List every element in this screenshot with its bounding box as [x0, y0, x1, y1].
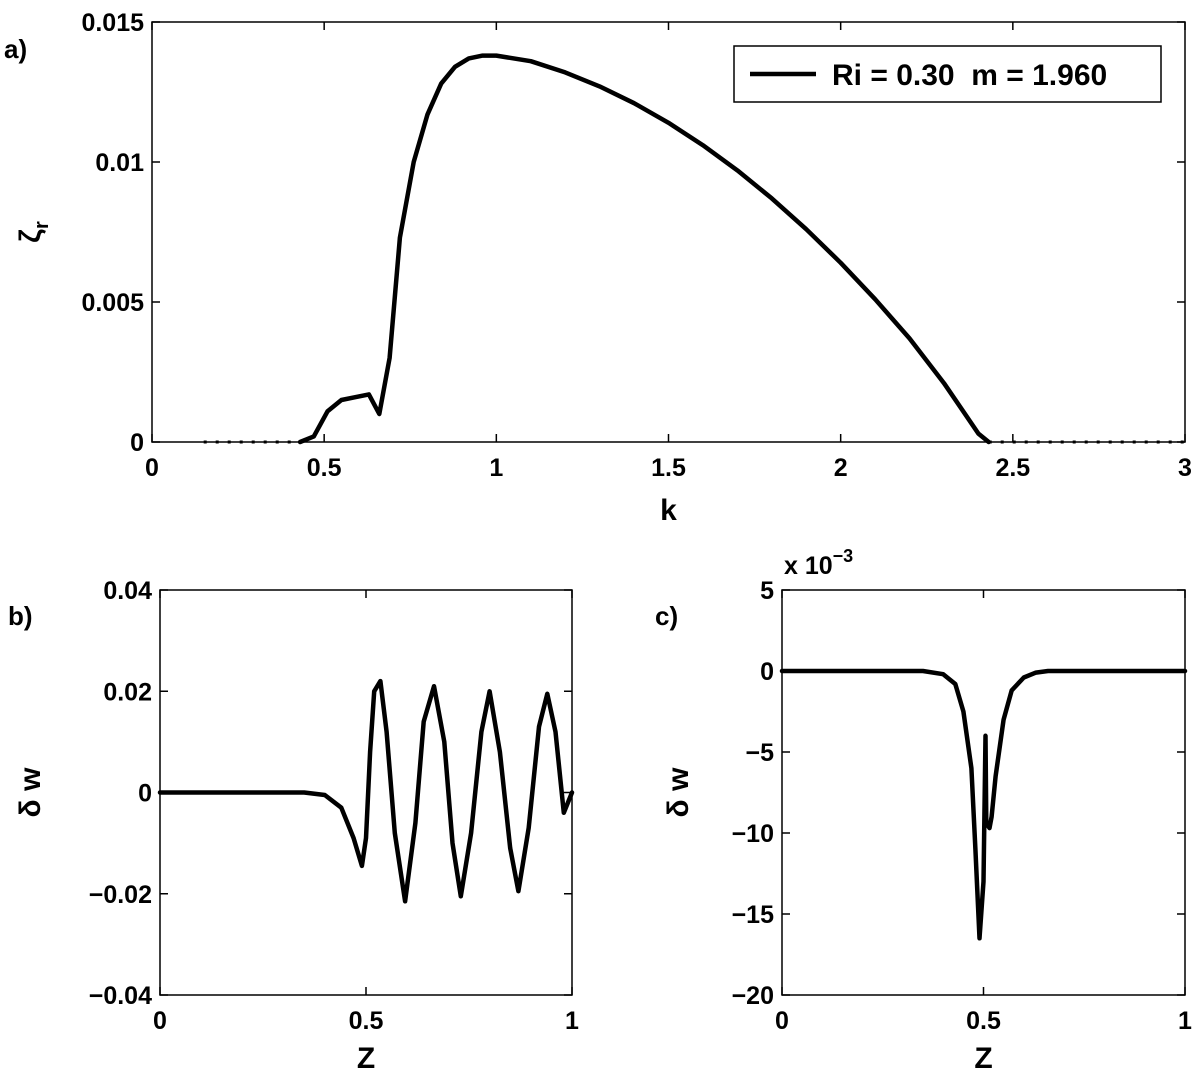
- axis-multiplier: x 10−3: [784, 546, 853, 580]
- y-tick-label: −0.02: [89, 881, 152, 909]
- series-line-c-0: [779, 668, 1188, 941]
- chart-c: 0 0.5 1 −20 −15 −10 −5 0 5 c) Zδ w x 10−3: [655, 546, 1192, 1075]
- panel-label-c: c): [655, 601, 678, 631]
- panel-label-a: a): [4, 34, 27, 64]
- axis-multiplier-base: x 10: [784, 552, 833, 580]
- axis-multiplier-exponent: −3: [833, 546, 854, 566]
- y-tick-label: 0: [138, 780, 152, 808]
- x-tick-label: 0.5: [349, 1007, 384, 1035]
- y-tick-label: 0: [130, 429, 144, 457]
- y-tick-label: 0.015: [81, 9, 144, 37]
- x-tick-label: 0: [145, 454, 159, 482]
- chart-b: 0 0.5 1 −0.04 −0.02 0 0.02 0.04 b) Zδ w: [8, 577, 579, 1075]
- y-axis-label-b: δ w: [14, 767, 47, 818]
- y-tick-label: 0: [760, 658, 774, 686]
- y-tick-label: 5: [760, 577, 774, 605]
- legend-label: Ri = 0.30 m = 1.960: [832, 59, 1107, 92]
- y-tick-label: 0.02: [103, 678, 152, 706]
- x-tick-label: 0.5: [966, 1007, 1001, 1035]
- y-tick-label: 0.04: [103, 577, 152, 605]
- y-tick-label: −5: [745, 739, 774, 767]
- y-axis-label-main: δ w: [14, 767, 47, 818]
- x-axis-label-a: k: [660, 494, 677, 527]
- y-tick-label: 0.005: [81, 289, 144, 317]
- x-tick-label: 0.5: [307, 454, 342, 482]
- y-tick-label: −15: [732, 901, 775, 929]
- y-tick-label: −10: [732, 820, 774, 848]
- x-axis-label-b: Z: [357, 1042, 375, 1075]
- y-tick-label: −20: [732, 982, 774, 1010]
- y-axis-label-a: ζr: [14, 221, 53, 243]
- x-tick-label: 0: [775, 1007, 789, 1035]
- x-tick-label: 1: [489, 454, 503, 482]
- x-tick-label: 3: [1178, 454, 1192, 482]
- y-axis-label-main: δ w: [662, 767, 695, 818]
- y-axis-label-main: ζ: [14, 229, 47, 243]
- x-tick-label: 1: [1178, 1007, 1192, 1035]
- x-tick-label: 2: [834, 454, 848, 482]
- y-axis-label-c: δ w: [662, 767, 695, 818]
- y-tick-label: 0.01: [95, 149, 144, 177]
- y-axis-label-subscript: r: [31, 221, 53, 229]
- series-line-a-0: [297, 53, 991, 445]
- panel-label-b: b): [8, 601, 33, 631]
- series-line-b-0: [157, 678, 575, 904]
- x-tick-label: 1: [565, 1007, 579, 1035]
- x-tick-label: 1.5: [651, 454, 686, 482]
- y-tick-label: −0.04: [89, 982, 152, 1010]
- x-tick-label: 0: [153, 1007, 167, 1035]
- chart-a: 0 0.5 1 1.5 2 2.5 3 0 0.005 0.01 0.015 a) k ζr Ri = 0.…: [4, 9, 1192, 527]
- x-tick-label: 2.5: [995, 454, 1030, 482]
- x-axis-label-c: Z: [974, 1042, 992, 1075]
